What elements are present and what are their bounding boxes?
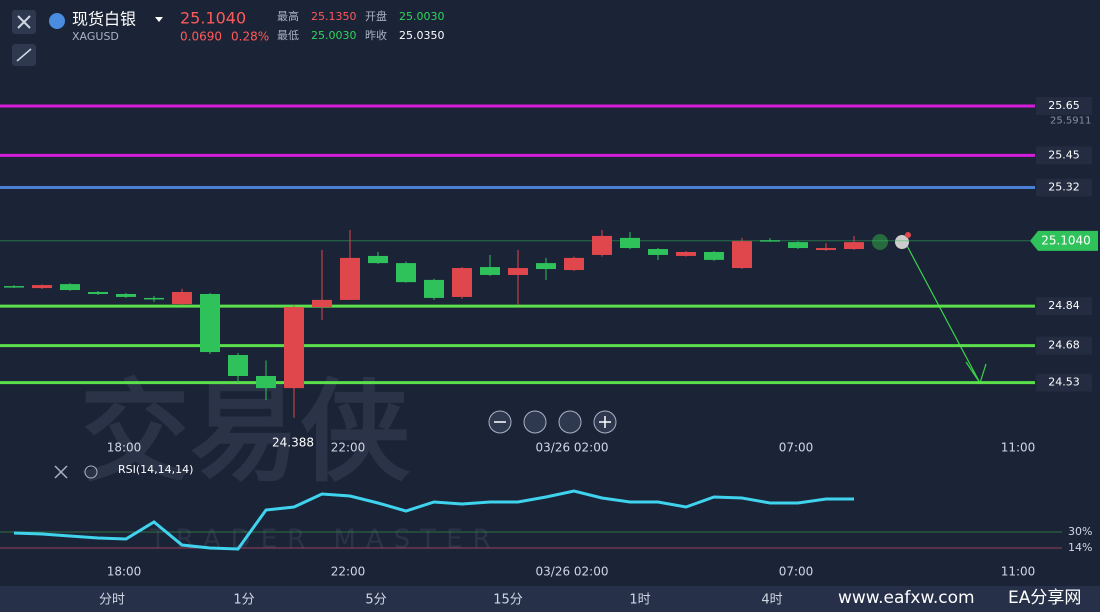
- candle-body: [368, 255, 388, 264]
- rsi-level-label: 14%: [1068, 541, 1092, 554]
- level-label: 24.84: [1048, 299, 1080, 312]
- nav-glyphs: [494, 416, 611, 428]
- candle-body: [816, 248, 836, 251]
- stat-label: 最高: [277, 9, 299, 23]
- price-glow: [872, 234, 888, 250]
- stat-label: 昨收: [365, 28, 387, 42]
- candle-body: [228, 355, 248, 377]
- symbol-icon: [49, 13, 65, 29]
- candle-body: [200, 293, 220, 353]
- candle-body: [620, 237, 640, 249]
- symbol-name[interactable]: 现货白银: [72, 10, 136, 29]
- low-label: 24.388: [272, 435, 314, 449]
- rsi-settings[interactable]: [84, 465, 98, 479]
- candle-body: [284, 307, 304, 389]
- candle-body: [116, 293, 136, 297]
- time-label: 11:00: [1001, 441, 1036, 455]
- candle-body: [424, 279, 444, 298]
- rsi-level-label: 30%: [1068, 525, 1092, 538]
- candle-body: [564, 257, 584, 271]
- stat-value: 25.0030: [311, 29, 357, 42]
- time-label: 18:00: [107, 441, 142, 455]
- alert-dot: [905, 232, 911, 238]
- expand-icon: [16, 48, 32, 62]
- tab[interactable]: 4时: [761, 593, 782, 608]
- level-label: 25.65: [1048, 99, 1080, 112]
- dropdown-caret[interactable]: [155, 17, 163, 22]
- rsi-time-label: 18:00: [107, 565, 142, 579]
- level-tag: [1036, 297, 1092, 316]
- scroll-start[interactable]: [523, 410, 547, 434]
- rsi-title: RSI(14,14,14): [118, 463, 193, 476]
- candle-body: [760, 240, 780, 242]
- rsi-time-label: 03/26 02:00: [536, 565, 609, 579]
- nav-controls: [488, 410, 617, 434]
- watermark: 交易侠: [80, 368, 411, 496]
- info-icon[interactable]: [895, 235, 909, 249]
- candle-body: [396, 263, 416, 283]
- candle-body: [844, 242, 864, 250]
- watermark-sub: TRADER MASTER: [149, 525, 501, 555]
- level-tag: [1036, 96, 1092, 115]
- last-price-tag: [1030, 230, 1098, 251]
- candle-body: [88, 292, 108, 294]
- candle-body: [592, 235, 612, 255]
- rsi-close[interactable]: [54, 465, 68, 479]
- site-url: www.eafxw.com: [838, 588, 975, 608]
- candle-body: [172, 292, 192, 305]
- candle-body: [340, 257, 360, 300]
- stat-value: 25.0030: [399, 10, 445, 23]
- site-name: EA分享网: [1008, 588, 1081, 608]
- candle-body: [144, 297, 164, 300]
- level-label: 25.32: [1048, 181, 1080, 194]
- candle-body: [676, 251, 696, 256]
- tab[interactable]: 1时: [629, 593, 650, 608]
- candle-body: [32, 285, 52, 289]
- tab-bar: [0, 586, 1100, 612]
- last-price-label: 25.1040: [1041, 233, 1091, 247]
- stat-label: 开盘: [365, 9, 387, 23]
- tab[interactable]: 1分: [233, 593, 254, 608]
- price-change: 0.0690: [180, 30, 222, 44]
- level-tag: [1036, 146, 1092, 165]
- candle-body: [312, 299, 332, 308]
- symbol-code: XAGUSD: [72, 30, 119, 43]
- candle-body: [648, 249, 668, 255]
- level-label: 24.53: [1048, 376, 1080, 389]
- time-label: 07:00: [779, 441, 814, 455]
- candle-body: [536, 263, 556, 270]
- candle-body: [4, 286, 24, 288]
- rsi-time-label: 07:00: [779, 565, 814, 579]
- tab[interactable]: 15分: [493, 593, 523, 608]
- tab[interactable]: 5分: [365, 593, 386, 608]
- level-tag: [1036, 373, 1092, 392]
- time-label: 22:00: [331, 441, 366, 455]
- price-change-pct: 0.28%: [231, 30, 269, 44]
- stat-value: 25.0350: [399, 29, 445, 42]
- candle-body: [452, 268, 472, 297]
- candle-body: [732, 241, 752, 269]
- level-tag: [1036, 178, 1092, 197]
- time-label: 03/26 02:00: [536, 441, 609, 455]
- candle-body: [704, 251, 724, 260]
- candle-body: [508, 268, 528, 275]
- tab[interactable]: 分时: [99, 593, 125, 608]
- rsi-time-label: 11:00: [1001, 565, 1036, 579]
- rsi-line: [13, 489, 854, 551]
- level-tag: [1036, 336, 1092, 355]
- close-icon: [17, 15, 31, 29]
- scroll-end[interactable]: [558, 410, 582, 434]
- rsi-time-label: 22:00: [331, 565, 366, 579]
- candle-body: [256, 376, 276, 389]
- axis-label: 25.5911: [1050, 116, 1091, 127]
- stat-value: 25.1350: [311, 10, 357, 23]
- level-label: 25.45: [1048, 148, 1080, 161]
- candle-body: [60, 284, 80, 291]
- candle-body: [480, 267, 500, 275]
- level-label: 24.68: [1048, 339, 1080, 352]
- stat-label: 最低: [277, 29, 299, 42]
- candle-body: [788, 242, 808, 249]
- last-price: 25.1040: [180, 9, 246, 28]
